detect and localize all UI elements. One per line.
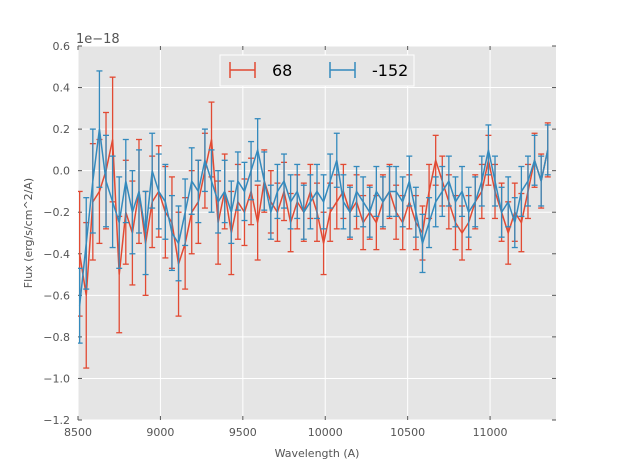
x-axis-ticks: 8500 9000 9500 10000 10500 11000 (64, 46, 508, 439)
series-neg152 (78, 70, 551, 344)
legend-label-68: 68 (272, 61, 292, 80)
plot-series (78, 70, 551, 369)
y-tick-label: −1.2 (43, 414, 70, 427)
legend-label-neg152: -152 (372, 61, 408, 80)
y-tick-label: 0.6 (53, 40, 71, 53)
y-tick-label: 0.2 (53, 123, 71, 136)
legend-marker-68 (229, 62, 256, 78)
y-tick-label: −1.0 (43, 372, 70, 385)
series-line (78, 139, 549, 296)
y-axis-label: Flux (erg/s/cm^2/A) (22, 178, 35, 288)
x-axis-label: Wavelength (A) (275, 447, 360, 460)
y-tick-label: −0.6 (43, 289, 70, 302)
grid-lines (77, 45, 556, 421)
y-tick-label: −0.4 (43, 248, 70, 261)
legend: 68 -152 (219, 54, 415, 87)
legend-marker-neg152 (329, 62, 356, 78)
y-offset-label: 1e−18 (76, 32, 120, 47)
x-tick-label: 10000 (308, 426, 343, 439)
y-tick-label: −0.2 (43, 206, 70, 219)
y-tick-label: 0.4 (53, 82, 71, 95)
x-tick-label: 10500 (390, 426, 425, 439)
x-tick-label: 8500 (64, 426, 92, 439)
series-line (78, 129, 549, 306)
y-tick-label: −0.8 (43, 331, 70, 344)
x-tick-label: 9500 (229, 426, 257, 439)
y-axis-ticks: −1.2 −1.0 −0.8 −0.6 −0.4 −0.2 0.0 0.2 0.4 0.6 (43, 40, 556, 427)
x-tick-label: 11000 (473, 426, 508, 439)
y-tick-label: 0.0 (53, 165, 71, 178)
x-tick-label: 9000 (146, 426, 174, 439)
